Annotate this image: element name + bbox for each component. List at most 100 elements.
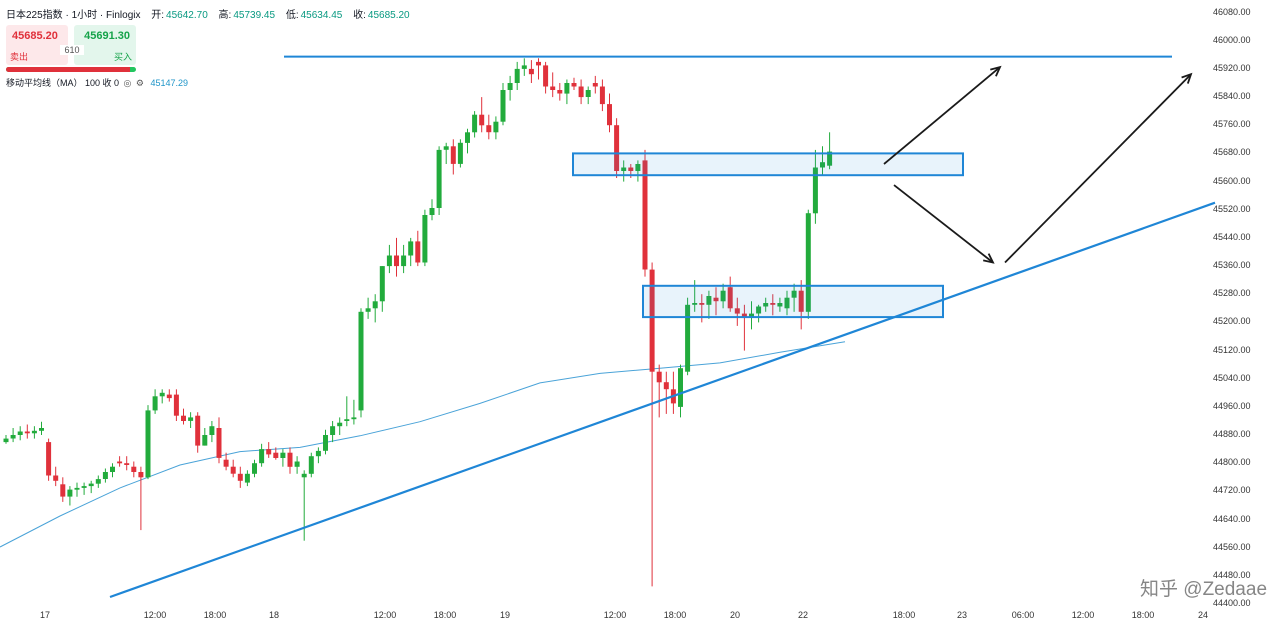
candle[interactable]: [486, 114, 492, 140]
candle[interactable]: [578, 79, 584, 105]
candle[interactable]: [528, 60, 534, 83]
candle[interactable]: [401, 244, 407, 274]
candle[interactable]: [734, 297, 740, 326]
candle[interactable]: [706, 290, 712, 319]
candle[interactable]: [301, 470, 307, 541]
candle[interactable]: [138, 466, 144, 531]
candle[interactable]: [195, 412, 201, 453]
candle[interactable]: [358, 308, 364, 418]
candle[interactable]: [145, 405, 151, 480]
candle[interactable]: [436, 146, 442, 215]
candle[interactable]: [230, 459, 236, 478]
buy-button[interactable]: 45691.30 买入: [74, 25, 136, 65]
candle[interactable]: [386, 244, 392, 274]
candle[interactable]: [550, 72, 556, 98]
candle[interactable]: [592, 75, 598, 94]
candle[interactable]: [323, 429, 328, 455]
candle[interactable]: [81, 482, 87, 495]
candle[interactable]: [39, 421, 44, 435]
candle[interactable]: [457, 139, 463, 168]
candle[interactable]: [209, 421, 215, 443]
candle[interactable]: [599, 79, 605, 112]
candle[interactable]: [351, 399, 357, 425]
candle[interactable]: [344, 396, 350, 427]
candle[interactable]: [820, 146, 825, 175]
candle[interactable]: [812, 149, 818, 224]
candle[interactable]: [500, 83, 506, 126]
candle[interactable]: [429, 199, 435, 221]
candle[interactable]: [223, 452, 229, 471]
candle[interactable]: [131, 461, 137, 478]
candle[interactable]: [713, 287, 719, 316]
settings-icon[interactable]: ⚙: [135, 78, 144, 88]
candle[interactable]: [763, 297, 769, 312]
candle[interactable]: [727, 276, 733, 312]
candle[interactable]: [493, 116, 499, 140]
candle[interactable]: [259, 443, 265, 467]
candle[interactable]: [450, 139, 456, 175]
candle[interactable]: [3, 435, 9, 444]
candle[interactable]: [777, 297, 783, 312]
candle[interactable]: [408, 237, 414, 267]
candle[interactable]: [152, 389, 158, 414]
candle[interactable]: [181, 408, 186, 425]
candle[interactable]: [557, 83, 563, 101]
candle[interactable]: [53, 466, 59, 487]
candle[interactable]: [585, 86, 591, 105]
candle[interactable]: [784, 290, 790, 316]
candle[interactable]: [678, 364, 683, 418]
candle[interactable]: [159, 389, 165, 404]
candle[interactable]: [102, 468, 108, 483]
candle[interactable]: [88, 480, 94, 494]
candle[interactable]: [564, 79, 570, 105]
candle[interactable]: [166, 389, 172, 402]
candle[interactable]: [614, 118, 620, 178]
candle[interactable]: [479, 97, 485, 133]
candle[interactable]: [372, 294, 378, 323]
candle[interactable]: [74, 482, 80, 497]
candle[interactable]: [60, 477, 66, 502]
candle[interactable]: [749, 301, 754, 330]
candle[interactable]: [805, 209, 811, 319]
candle[interactable]: [266, 442, 272, 458]
candle[interactable]: [280, 449, 286, 467]
candle[interactable]: [791, 283, 797, 312]
candle[interactable]: [756, 304, 762, 323]
candle[interactable]: [663, 371, 669, 414]
zone-box[interactable]: [642, 284, 944, 319]
trendline[interactable]: [109, 201, 1216, 599]
projection-arrow[interactable]: [1004, 72, 1193, 264]
candle[interactable]: [173, 389, 179, 421]
candle[interactable]: [465, 128, 470, 154]
candle[interactable]: [720, 283, 726, 309]
candle[interactable]: [635, 160, 641, 182]
candle[interactable]: [117, 456, 123, 467]
candle[interactable]: [330, 421, 336, 443]
candle[interactable]: [472, 111, 478, 138]
candle[interactable]: [287, 447, 293, 474]
candle[interactable]: [543, 61, 549, 94]
candle[interactable]: [365, 297, 371, 319]
candle[interactable]: [827, 132, 833, 170]
sell-button[interactable]: 45685.20 卖出: [6, 25, 68, 65]
candle[interactable]: [31, 426, 37, 439]
candle[interactable]: [379, 266, 385, 312]
candle[interactable]: [507, 75, 513, 101]
candle[interactable]: [24, 424, 30, 439]
candle[interactable]: [621, 160, 627, 182]
candle[interactable]: [308, 452, 314, 478]
candle[interactable]: [67, 486, 73, 506]
visibility-icon[interactable]: ◎: [123, 78, 132, 88]
candle[interactable]: [244, 470, 250, 487]
candle[interactable]: [237, 466, 243, 488]
projection-arrow[interactable]: [883, 65, 1002, 165]
candle[interactable]: [422, 209, 428, 267]
candle[interactable]: [642, 149, 648, 277]
candle[interactable]: [443, 142, 449, 164]
candle[interactable]: [521, 58, 527, 76]
candle[interactable]: [656, 364, 662, 418]
candle[interactable]: [415, 230, 421, 267]
zone-box[interactable]: [572, 152, 964, 177]
candle[interactable]: [315, 447, 321, 464]
